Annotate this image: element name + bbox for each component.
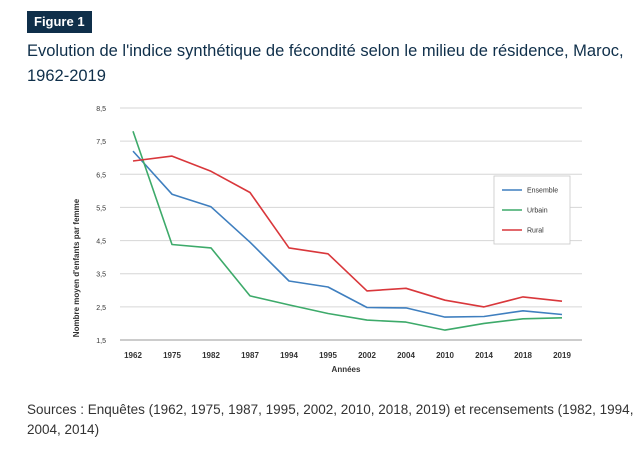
legend-label-urbain: Urbain <box>527 208 548 215</box>
y-tick-labels: 1,5 2,5 3,5 4,5 5,5 6,5 7,5 8,5 <box>96 106 106 345</box>
series-line-urbain <box>132 130 563 331</box>
figure-label: Figure 1 <box>27 11 92 33</box>
x-tick-label: 1994 <box>280 351 298 360</box>
line-chart: 1,5 2,5 3,5 4,5 5,5 6,5 7,5 8,5 1962 1975 1982 198… <box>72 106 582 374</box>
y-tick-label: 4,5 <box>96 239 106 246</box>
x-tick-label: 2018 <box>514 351 532 360</box>
x-tick-label: 1982 <box>202 351 220 360</box>
x-tick-label: 2010 <box>436 351 454 360</box>
legend-label-ensemble: Ensemble <box>527 188 558 195</box>
y-tick-label: 8,5 <box>96 106 106 113</box>
x-tick-label: 1975 <box>163 351 181 360</box>
y-tick-label: 1,5 <box>96 338 106 345</box>
y-tick-label: 5,5 <box>96 205 106 212</box>
grid <box>120 107 582 341</box>
x-tick-label: 2019 <box>553 351 571 360</box>
y-axis-label: Nombre moyen d'enfants par femme <box>72 198 81 337</box>
legend-label-rural: Rural <box>527 228 544 235</box>
x-tick-label: 2004 <box>397 351 415 360</box>
x-tick-labels: 1962 1975 1982 1987 1994 1995 2002 2004 2010 2014… <box>124 351 571 360</box>
x-tick-label: 1962 <box>124 351 142 360</box>
series-lines <box>132 130 563 331</box>
y-tick-label: 7,5 <box>96 139 106 146</box>
x-tick-label: 2002 <box>358 351 376 360</box>
sources-note: Sources : Enquêtes (1962, 1975, 1987, 19… <box>27 402 634 437</box>
y-tick-label: 2,5 <box>96 305 106 312</box>
x-tick-label: 1995 <box>319 351 337 360</box>
legend: Ensemble Urbain Rural <box>493 175 571 245</box>
series-line-rural <box>132 155 563 308</box>
y-tick-label: 3,5 <box>96 272 106 279</box>
chart-title: Evolution de l'indice synthétique de féc… <box>27 42 624 85</box>
y-tick-label: 6,5 <box>96 172 106 179</box>
x-axis-label: Années <box>332 365 361 374</box>
series-line-ensemble <box>132 150 563 318</box>
x-tick-label: 2014 <box>475 351 493 360</box>
x-tick-label: 1987 <box>241 351 259 360</box>
